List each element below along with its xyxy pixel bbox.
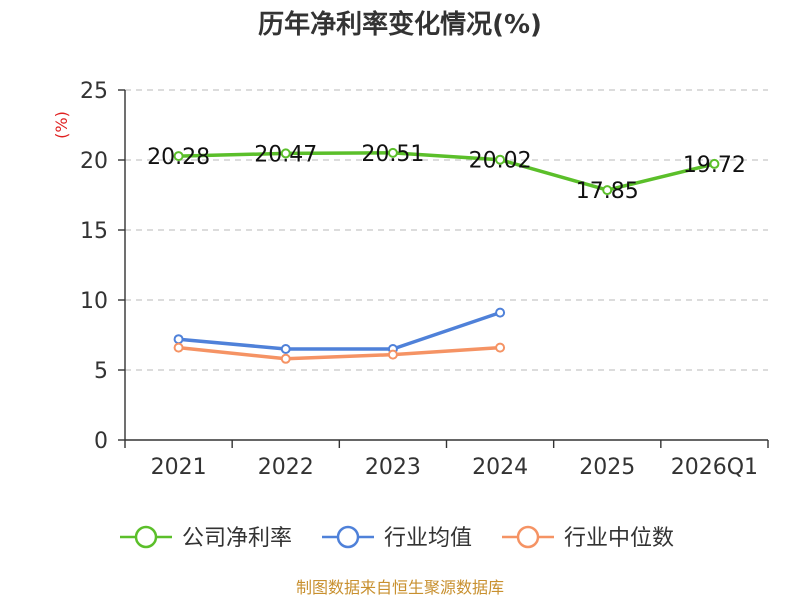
data-label: 20.51 xyxy=(361,142,424,167)
footer-source: 制图数据来自恒生聚源数据库 xyxy=(296,578,504,597)
legend-marker-1 xyxy=(336,525,360,549)
series-lines xyxy=(173,147,720,364)
data-point xyxy=(709,158,720,169)
chart-title: 历年净利率变化情况(%) xyxy=(258,9,542,40)
y-tick-label: 25 xyxy=(80,79,108,104)
y-tick-label: 5 xyxy=(94,359,108,384)
legend-label-0: 公司净利率 xyxy=(182,526,292,551)
data-point xyxy=(173,342,184,353)
grid-lines xyxy=(125,89,768,371)
data-label: 17.85 xyxy=(576,179,639,204)
data-point xyxy=(495,342,506,353)
data-label: 20.47 xyxy=(254,142,317,167)
data-point xyxy=(173,151,184,162)
data-point xyxy=(602,185,613,196)
y-tick-label: 10 xyxy=(80,289,108,314)
data-point xyxy=(280,353,291,364)
data-point xyxy=(387,349,398,360)
legend-label-1: 行业均值 xyxy=(384,526,472,551)
series-line-0 xyxy=(176,151,717,192)
data-point xyxy=(280,148,291,159)
data-point xyxy=(280,344,291,354)
series-line-2 xyxy=(176,345,502,361)
x-tick-label: 2023 xyxy=(365,455,421,480)
x-tick-label: 2025 xyxy=(579,455,635,480)
data-labels: 20.28 20.47 20.51 20.02 17.85 19.72 xyxy=(147,142,746,204)
x-tick-label: 2021 xyxy=(151,455,207,480)
legend-marker-2 xyxy=(516,525,540,549)
legend: 公司净利率 行业均值 行业中位数 xyxy=(120,525,674,551)
y-tick-label: 20 xyxy=(80,149,108,174)
data-point xyxy=(495,307,506,318)
legend-label-2: 行业中位数 xyxy=(564,526,674,551)
x-tick-label: 2024 xyxy=(472,455,528,480)
data-label: 20.28 xyxy=(147,145,210,170)
y-tick-label: 15 xyxy=(80,219,108,244)
data-point xyxy=(387,147,398,158)
legend-marker-0 xyxy=(134,525,158,549)
series-line-1 xyxy=(176,310,502,351)
data-point xyxy=(495,154,506,165)
data-point xyxy=(173,334,184,345)
y-tick-label: 0 xyxy=(94,429,108,454)
y-axis-label: (%) xyxy=(52,111,71,139)
x-tick-label: 2022 xyxy=(258,455,314,480)
x-tick-label: 2026Q1 xyxy=(671,455,758,480)
data-label: 20.02 xyxy=(469,149,532,174)
data-label: 19.72 xyxy=(683,153,746,178)
